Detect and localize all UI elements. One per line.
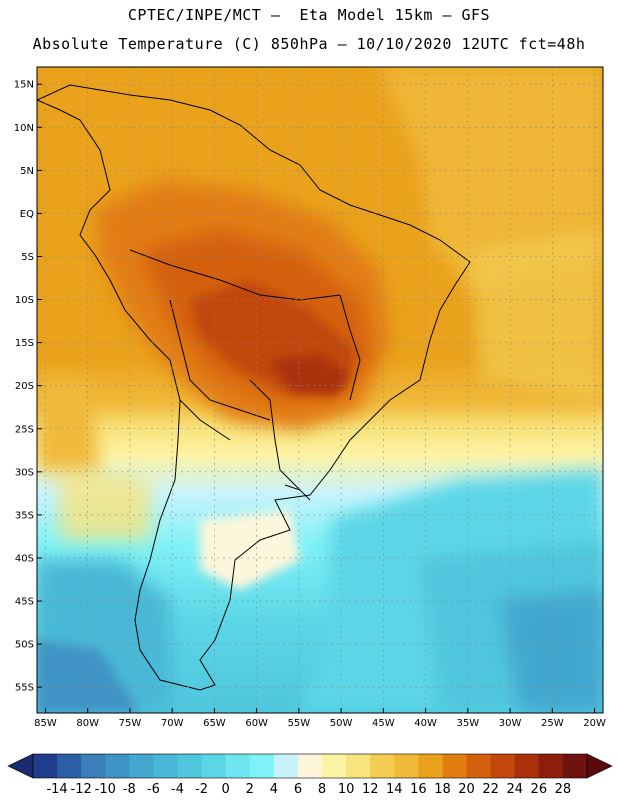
colorbar-label: 24 [506,782,523,797]
lat-label: 20S [15,381,34,392]
colorbar-label: 2 [246,782,254,797]
lon-label: 65W [203,718,226,729]
colorbar-label: 8 [318,782,326,797]
lat-label: 10S [15,295,34,306]
colorbar-swatch [394,754,419,778]
colorbar-arrow-right [586,753,613,779]
colorbar-swatch [273,754,299,778]
colorbar-swatch [81,754,106,778]
lat-lon-gridlines [37,67,603,713]
lat-label: EQ [20,209,34,220]
lon-label: 40W [414,718,437,729]
colorbar-swatch [33,754,58,778]
lat-label: 30S [15,467,34,478]
colorbar-label: 26 [531,782,548,797]
colorbar-swatch [129,754,154,778]
colorbar-swatch [346,754,371,778]
colorbar-label: 14 [386,782,403,797]
lat-label: 35S [15,510,34,521]
lat-label: 45S [15,597,34,608]
colorbar-swatch [322,754,347,778]
colorbar-swatch [57,754,82,778]
lon-label: 55W [288,718,311,729]
lat-label: 25S [15,424,34,435]
colorbar-label: -4 [171,782,184,797]
colorbar-label: -2 [195,782,208,797]
latitude-labels: 15N 10N 5N EQ 5S 10S 15S 20S 25S 30S 35S 40S 45S 50S 5… [14,80,34,694]
colorbar [7,753,613,779]
lat-label: 40S [15,553,34,564]
colorbar-label: -8 [123,782,136,797]
colorbar-swatch [225,754,251,778]
colorbar-label: -6 [147,782,160,797]
colorbar-swatch [418,754,443,778]
lon-label: 20W [583,718,606,729]
colorbar-label: 18 [434,782,451,797]
colorbar-label: 20 [458,782,475,797]
colorbar-swatch [249,754,275,778]
colorbar-swatch [177,754,203,778]
colorbar-swatch [105,754,130,778]
colorbar-label: 0 [222,782,230,797]
lon-label: 30W [499,718,522,729]
lat-label: 10N [14,123,34,134]
colorbar-swatch [514,754,540,778]
colorbar-border [32,753,588,779]
colorbar-swatch [153,754,179,778]
lat-label: 55S [15,683,34,694]
lon-label: 45W [372,718,395,729]
temperature-field [37,67,603,713]
colorbar-label: 22 [482,782,499,797]
colorbar-label: -10 [95,782,116,797]
lon-label: 75W [119,718,142,729]
map-frame [36,66,604,714]
lon-label: 80W [76,718,99,729]
colorbar-label: 10 [338,782,355,797]
colorbar-swatch [562,754,588,778]
lat-label: 15N [14,80,34,91]
lat-label: 5N [20,166,34,177]
colorbar-label: 28 [555,782,572,797]
coastline-outline [37,84,471,691]
lon-label: 35W [457,718,480,729]
colorbar-swatch [466,754,492,778]
lon-label: 25W [541,718,564,729]
colorbar-labels: -14 -12 -10 -8 -6 -4 -2 0 2 4 6 8 10 12 14 16 18 20 22 24 26… [46,782,571,797]
longitude-labels: 85W 80W 75W 70W 65W 60W 55W 50W 45W 40W 35W 30W 25W 2… [34,718,606,729]
colorbar-swatch [297,754,323,778]
colorbar-swatch [442,754,468,778]
lon-label: 50W [330,718,353,729]
lat-label: 15S [15,338,34,349]
colorbar-label: 6 [294,782,302,797]
colorbar-label: -14 [46,782,67,797]
colorbar-swatch [370,754,395,778]
colorbar-label: 4 [270,782,278,797]
colorbar-label: -12 [71,782,92,797]
lon-label: 85W [34,718,57,729]
colorbar-swatch [490,754,516,778]
colorbar-label: 12 [362,782,379,797]
lat-label: 5S [21,252,34,263]
colorbar-swatch [538,754,564,778]
lat-label: 50S [15,640,34,651]
chart-title-line2: Absolute Temperature (C) 850hPa – 10/10/… [32,35,586,53]
colorbar-label: 16 [410,782,427,797]
colorbar-swatch [201,754,227,778]
colorbar-arrow-left [7,753,34,779]
lon-label: 70W [161,718,184,729]
lon-label: 60W [245,718,268,729]
chart-title-line1: CPTEC/INPE/MCT – Eta Model 15km – GFS [127,6,491,24]
axis-ticks [37,83,596,713]
